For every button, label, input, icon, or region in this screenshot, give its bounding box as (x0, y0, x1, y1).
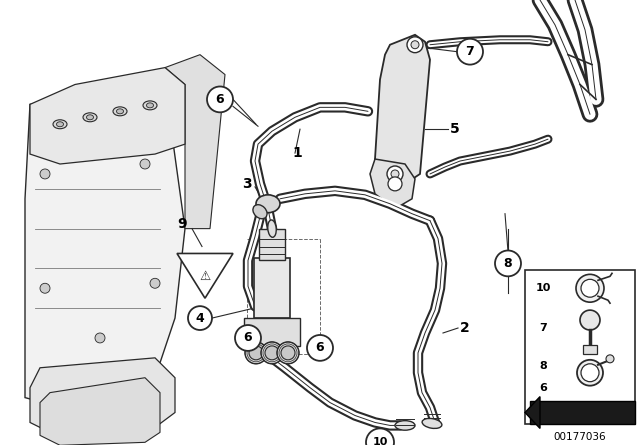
Circle shape (407, 37, 423, 53)
Circle shape (150, 278, 160, 288)
Bar (254, 258, 290, 318)
Bar (525, 270, 635, 424)
Circle shape (245, 342, 267, 364)
Polygon shape (375, 35, 430, 184)
Polygon shape (25, 85, 185, 413)
Text: 6: 6 (539, 383, 547, 392)
Circle shape (249, 346, 263, 360)
Ellipse shape (143, 101, 157, 110)
Circle shape (265, 346, 279, 360)
Circle shape (277, 342, 299, 364)
Text: 10: 10 (372, 437, 388, 448)
Text: ⚠: ⚠ (200, 270, 211, 283)
Text: 8: 8 (504, 257, 512, 270)
Text: 4: 4 (196, 311, 204, 325)
Circle shape (235, 325, 261, 351)
Text: 7: 7 (539, 323, 547, 333)
Text: 00177036: 00177036 (554, 432, 606, 442)
Ellipse shape (147, 103, 154, 108)
Polygon shape (370, 159, 415, 209)
Ellipse shape (53, 120, 67, 129)
Bar (583, 345, 597, 354)
Circle shape (576, 274, 604, 302)
Text: 6: 6 (216, 93, 224, 106)
Circle shape (580, 310, 600, 330)
Ellipse shape (395, 421, 415, 430)
Ellipse shape (268, 220, 276, 237)
Text: 10: 10 (535, 283, 550, 293)
Bar (259, 228, 285, 260)
Text: 6: 6 (244, 332, 252, 345)
Circle shape (411, 41, 419, 49)
Bar (244, 318, 300, 346)
Circle shape (581, 364, 599, 382)
Circle shape (391, 170, 399, 178)
Polygon shape (40, 378, 160, 445)
Ellipse shape (253, 205, 267, 219)
Circle shape (40, 283, 50, 293)
Ellipse shape (86, 115, 93, 120)
Circle shape (140, 159, 150, 169)
Circle shape (281, 346, 295, 360)
Circle shape (40, 169, 50, 179)
Ellipse shape (116, 109, 124, 114)
Circle shape (581, 279, 599, 297)
Text: 3: 3 (243, 177, 252, 191)
Text: 8: 8 (539, 361, 547, 371)
Circle shape (577, 360, 603, 386)
Ellipse shape (56, 122, 63, 127)
Text: 1: 1 (292, 146, 301, 160)
Polygon shape (165, 55, 225, 228)
Circle shape (387, 166, 403, 182)
Circle shape (307, 335, 333, 361)
Text: 5: 5 (450, 122, 460, 136)
Polygon shape (525, 396, 540, 428)
Circle shape (207, 86, 233, 112)
Circle shape (261, 342, 283, 364)
Circle shape (495, 250, 521, 276)
Text: 6: 6 (316, 341, 324, 354)
Text: 7: 7 (466, 45, 474, 58)
Ellipse shape (422, 418, 442, 428)
Circle shape (188, 306, 212, 330)
Circle shape (388, 177, 402, 191)
Circle shape (95, 333, 105, 343)
Polygon shape (30, 68, 185, 164)
Circle shape (606, 355, 614, 363)
Polygon shape (30, 358, 175, 437)
Ellipse shape (113, 107, 127, 116)
Text: 2: 2 (460, 321, 470, 335)
Polygon shape (177, 254, 233, 298)
Bar (530, 401, 635, 424)
Ellipse shape (83, 113, 97, 122)
Circle shape (457, 39, 483, 65)
Text: 9: 9 (177, 217, 187, 231)
Ellipse shape (256, 195, 280, 213)
Circle shape (366, 428, 394, 448)
